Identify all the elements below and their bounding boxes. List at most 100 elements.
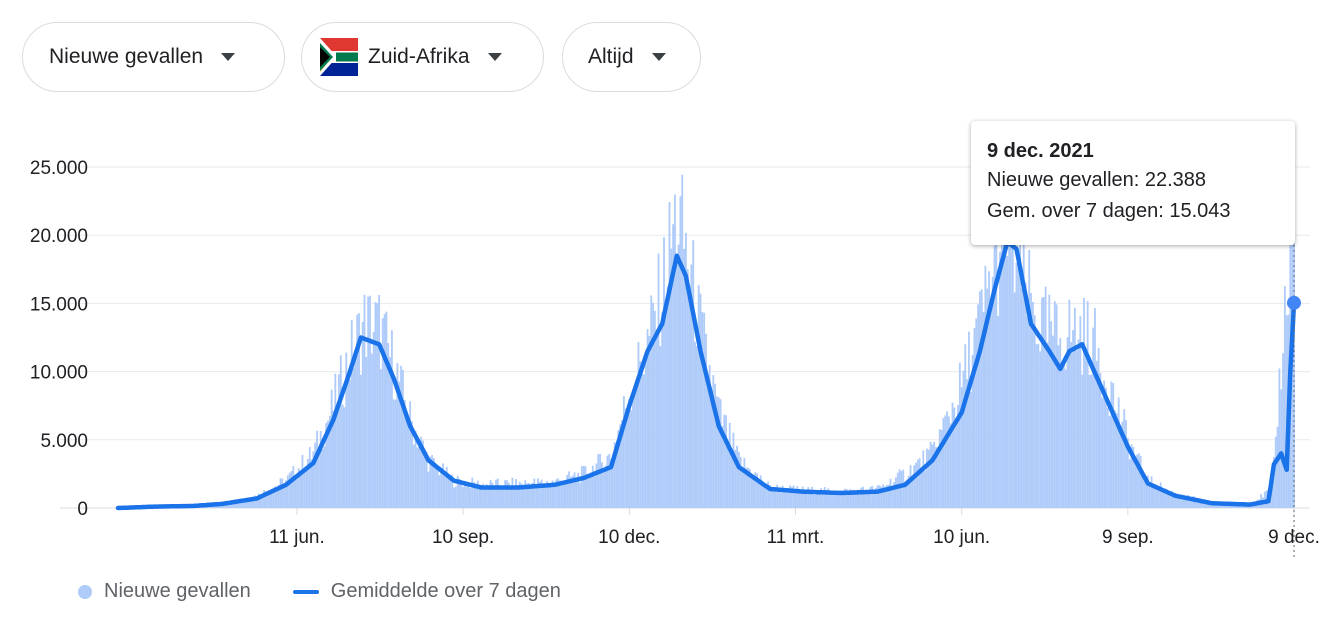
daily-case-bar: [453, 487, 455, 508]
daily-case-bar: [549, 483, 552, 508]
daily-case-bar: [1199, 499, 1202, 508]
period-dropdown[interactable]: Altijd: [562, 22, 701, 92]
daily-case-bar: [1022, 232, 1025, 508]
daily-case-bar: [1061, 368, 1063, 508]
daily-case-bar: [1006, 255, 1009, 508]
daily-case-bar: [1024, 282, 1027, 508]
daily-case-bar: [255, 497, 258, 508]
daily-case-bar: [1278, 368, 1281, 508]
daily-case-bar: [1128, 459, 1131, 508]
daily-case-bar: [1276, 426, 1279, 508]
daily-case-bar: [935, 446, 937, 508]
daily-case-bar: [1077, 339, 1080, 508]
daily-case-bar: [1121, 421, 1124, 508]
daily-case-bar: [387, 343, 390, 508]
daily-case-bar: [568, 471, 570, 508]
daily-case-bar: [695, 346, 698, 508]
daily-case-bar: [933, 441, 936, 508]
daily-case-bar: [1057, 345, 1060, 508]
daily-case-bar: [235, 502, 238, 508]
daily-case-bar: [772, 489, 775, 508]
x-tick-label: 9 dec.: [1268, 527, 1320, 548]
daily-case-bar: [571, 475, 574, 508]
daily-case-bar: [874, 487, 877, 508]
daily-case-bar: [449, 474, 452, 508]
daily-case-bar: [721, 426, 724, 508]
chevron-down-icon: [651, 53, 666, 61]
legend-average[interactable]: Gemiddelde over 7 dagen: [330, 580, 561, 602]
daily-case-bar: [544, 484, 547, 508]
metric-dropdown[interactable]: Nieuwe gevallen: [22, 22, 285, 92]
daily-case-bar: [546, 481, 549, 508]
daily-case-bar: [487, 486, 490, 508]
daily-case-bar: [677, 244, 680, 508]
daily-case-bar: [1168, 492, 1171, 508]
daily-case-bar: [703, 312, 706, 508]
daily-case-bar: [272, 488, 275, 508]
daily-case-bar: [243, 499, 245, 508]
y-tick-label: 20.000: [30, 226, 88, 247]
daily-case-bar: [1179, 495, 1182, 508]
daily-case-bar: [858, 494, 861, 508]
daily-case-bar: [834, 493, 837, 508]
daily-case-bar: [940, 430, 943, 508]
daily-case-bar: [708, 365, 711, 508]
daily-case-bar: [725, 415, 727, 508]
daily-case-bar: [851, 490, 853, 508]
daily-case-bar: [246, 497, 249, 508]
daily-case-bar: [781, 485, 784, 508]
daily-case-bar: [489, 480, 492, 508]
daily-case-bar: [1017, 255, 1020, 508]
daily-case-bar: [425, 451, 428, 508]
daily-case-bar: [467, 482, 470, 508]
daily-case-bar: [944, 415, 947, 508]
daily-case-bar: [980, 289, 983, 508]
daily-case-bar: [341, 404, 344, 508]
daily-case-bar: [617, 430, 620, 508]
daily-case-bar: [969, 391, 972, 508]
daily-case-bar: [1028, 250, 1031, 508]
daily-case-bar: [690, 264, 693, 508]
daily-case-bar: [694, 341, 696, 508]
daily-case-bar: [1196, 499, 1199, 508]
daily-case-bar: [1000, 193, 1003, 508]
tooltip-average: Gem. over 7 dagen: 15.043: [987, 200, 1231, 222]
daily-case-bar: [1052, 335, 1054, 508]
daily-case-bar: [1165, 488, 1168, 508]
daily-case-bar: [305, 468, 307, 508]
daily-case-bar: [372, 331, 375, 508]
daily-case-bar: [400, 365, 402, 508]
daily-case-bar: [785, 488, 788, 508]
legend-cases[interactable]: Nieuwe gevallen: [104, 580, 251, 602]
daily-case-bar: [1101, 397, 1104, 508]
daily-case-bar: [692, 240, 695, 508]
daily-case-bar: [601, 462, 603, 508]
daily-case-bar: [853, 489, 855, 508]
x-tick-label: 10 dec.: [598, 527, 660, 548]
daily-case-bar: [657, 253, 660, 508]
daily-case-bar: [1035, 344, 1038, 508]
daily-case-bar: [880, 486, 883, 508]
daily-case-bar: [297, 468, 300, 508]
daily-case-bar: [805, 491, 808, 508]
daily-case-bar: [1126, 438, 1129, 508]
daily-case-bar: [1063, 357, 1065, 508]
y-tick-label: 25.000: [30, 158, 88, 179]
daily-case-bar: [909, 465, 912, 508]
daily-case-bar: [732, 432, 735, 508]
daily-case-bar: [403, 399, 406, 508]
daily-case-bar: [456, 475, 459, 508]
y-tick-label: 10.000: [30, 363, 88, 384]
daily-case-bar: [712, 375, 715, 508]
daily-case-bar: [303, 472, 306, 508]
average-line: [115, 239, 1297, 511]
daily-case-bar: [1130, 444, 1133, 508]
daily-case-bar: [443, 476, 446, 508]
daily-case-bar: [330, 389, 333, 508]
daily-case-bar: [485, 484, 488, 508]
daily-case-bar: [659, 346, 662, 508]
daily-case-bar: [383, 314, 386, 508]
country-dropdown[interactable]: Zuid-Afrika: [301, 22, 544, 92]
daily-case-bar: [809, 490, 811, 508]
daily-case-bar: [787, 492, 790, 508]
